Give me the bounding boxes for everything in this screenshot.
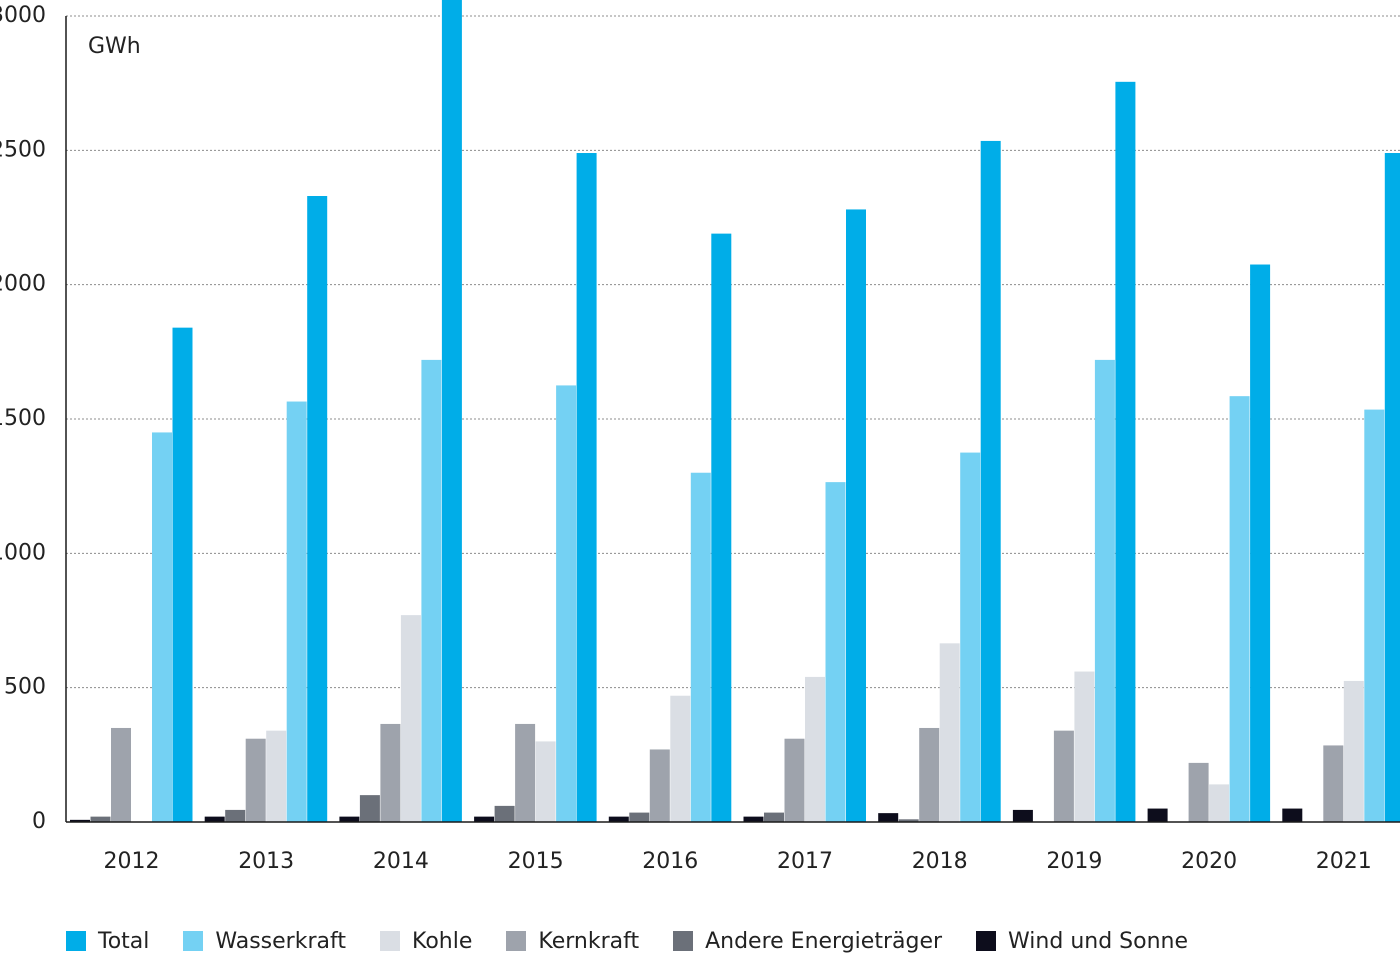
bar-kern-2021 xyxy=(1323,745,1344,822)
gridlines xyxy=(66,15,1400,689)
legend-swatch xyxy=(379,931,400,951)
x-tick-label: 2014 xyxy=(373,849,429,874)
bar-wasser-2018 xyxy=(960,452,981,822)
bar-kern-2017 xyxy=(784,738,805,822)
bar-andere-2012 xyxy=(90,816,111,822)
x-tick-label: 2021 xyxy=(1316,849,1372,874)
legend-label: Total xyxy=(98,928,150,954)
bar-andere-2018 xyxy=(898,819,919,822)
bar-wind-2012 xyxy=(70,819,90,822)
y-tick-label: 3000 xyxy=(0,3,46,28)
legend-label: Andere Energieträger xyxy=(705,928,943,954)
bar-wind-2017 xyxy=(743,816,764,822)
bar-total-2012 xyxy=(172,327,193,822)
bar-wasser-2013 xyxy=(286,401,307,822)
bar-kern-2019 xyxy=(1053,730,1074,822)
bar-kern-2012 xyxy=(111,727,131,822)
x-tick-label: 2013 xyxy=(238,849,294,874)
bar-total-2013 xyxy=(307,196,328,823)
y-tick-label: 2500 xyxy=(0,137,46,162)
bar-total-2017 xyxy=(846,209,866,822)
bar-kern-2016 xyxy=(649,749,670,822)
bar-total-2018 xyxy=(980,140,1001,822)
legend-item-kohle: Kohle xyxy=(379,928,473,954)
bar-wasser-2015 xyxy=(556,385,577,822)
legend-item-wind: Wind und Sonne xyxy=(976,929,1188,954)
bar-kohle-2017 xyxy=(805,676,825,822)
y-unit-label: GWh xyxy=(88,34,141,59)
bar-andere-2017 xyxy=(764,812,784,822)
bar-kohle-2020 xyxy=(1209,784,1230,822)
legend-swatch xyxy=(66,931,86,951)
y-tick-label: 2000 xyxy=(0,272,46,297)
bar-wasser-2017 xyxy=(825,482,846,822)
bar-kohle-2015 xyxy=(535,741,556,822)
bar-kohle-2016 xyxy=(670,695,691,822)
bar-kohle-2018 xyxy=(939,643,960,822)
x-tick-label: 2016 xyxy=(642,849,698,874)
legend-swatch xyxy=(673,931,694,951)
bar-kern-2014 xyxy=(380,723,401,822)
legend: Total Wasserkraft Kohle Kernkraft Andere Ene… xyxy=(66,926,1222,956)
bar-kern-2015 xyxy=(515,723,536,822)
bar-wind-2016 xyxy=(608,816,629,822)
x-tick-label: 2015 xyxy=(508,849,564,874)
x-tick-label: 2012 xyxy=(104,849,160,874)
bar-kohle-2014 xyxy=(400,615,421,822)
bar-wasser-2021 xyxy=(1364,409,1385,822)
bar-wind-2020 xyxy=(1147,808,1168,822)
y-tick-label: 1000 xyxy=(0,540,46,565)
bar-wasser-2019 xyxy=(1094,359,1115,822)
legend-item-kern: Kernkraft xyxy=(506,929,639,954)
bar-total-2019 xyxy=(1115,81,1136,822)
legend-swatch xyxy=(976,931,997,951)
bar-total-2015 xyxy=(576,153,597,822)
legend-item-wasser: Wasserkraft xyxy=(183,929,346,954)
x-tick-label: 2020 xyxy=(1181,849,1237,874)
legend-swatch xyxy=(506,931,527,951)
bar-andere-2016 xyxy=(629,812,650,822)
bar-chart-svg: 0 500 1000 1500 2000 2500 3000 2012 2013 2014 2015… xyxy=(0,0,1400,874)
legend-label: Kernkraft xyxy=(538,928,640,954)
legend-label: Kohle xyxy=(411,928,473,954)
bar-wasser-2014 xyxy=(421,359,442,822)
bar-wind-2021 xyxy=(1282,808,1303,822)
bar-wind-2014 xyxy=(339,816,360,822)
bar-wind-2015 xyxy=(474,816,495,822)
bar-total-2021 xyxy=(1384,153,1400,822)
bar-wasser-2012 xyxy=(152,432,172,822)
bar-kern-2013 xyxy=(245,738,266,822)
legend-item-total: Total xyxy=(66,929,149,954)
bars xyxy=(70,0,1400,823)
bar-kern-2020 xyxy=(1188,762,1209,822)
y-tick-label: 500 xyxy=(4,675,46,700)
bar-kohle-2019 xyxy=(1074,671,1095,822)
bar-wasser-2020 xyxy=(1229,396,1250,822)
y-tick-label: 1500 xyxy=(0,406,46,431)
bar-wind-2013 xyxy=(204,816,225,822)
bar-total-2014 xyxy=(441,0,462,822)
bar-wind-2019 xyxy=(1012,809,1033,822)
bar-wind-2018 xyxy=(878,813,899,822)
x-tick-label: 2017 xyxy=(777,849,833,874)
legend-swatch xyxy=(183,931,204,951)
legend-label: Wind und Sonne xyxy=(1008,928,1189,954)
bar-andere-2013 xyxy=(225,809,246,822)
y-tick-label: 0 xyxy=(32,809,46,834)
bar-andere-2015 xyxy=(494,805,515,822)
axes: 0 500 1000 1500 2000 2500 3000 2012 2013 2014 2015… xyxy=(0,3,1400,874)
x-tick-label: 2019 xyxy=(1046,849,1102,874)
bar-kern-2018 xyxy=(919,727,940,822)
bar-andere-2014 xyxy=(359,795,380,822)
bar-wasser-2016 xyxy=(690,472,711,822)
x-tick-label: 2018 xyxy=(912,849,968,874)
bar-kohle-2013 xyxy=(266,730,287,822)
bar-kohle-2021 xyxy=(1343,680,1364,822)
bar-total-2020 xyxy=(1250,264,1271,822)
legend-item-andere: Andere Energieträger xyxy=(673,929,942,954)
legend-label: Wasserkraft xyxy=(215,928,346,954)
bar-total-2016 xyxy=(711,233,732,822)
